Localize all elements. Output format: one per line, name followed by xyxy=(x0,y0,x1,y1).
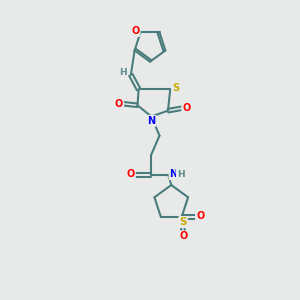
Text: N: N xyxy=(147,116,155,126)
Text: O: O xyxy=(127,169,135,179)
Text: O: O xyxy=(115,99,123,109)
Text: S: S xyxy=(179,217,187,227)
Text: H: H xyxy=(119,68,126,77)
Text: O: O xyxy=(182,103,191,113)
Text: H: H xyxy=(177,170,184,179)
Text: S: S xyxy=(172,83,180,93)
Text: O: O xyxy=(179,231,187,242)
Text: O: O xyxy=(196,212,204,221)
Text: O: O xyxy=(131,26,140,36)
Text: N: N xyxy=(169,169,178,179)
